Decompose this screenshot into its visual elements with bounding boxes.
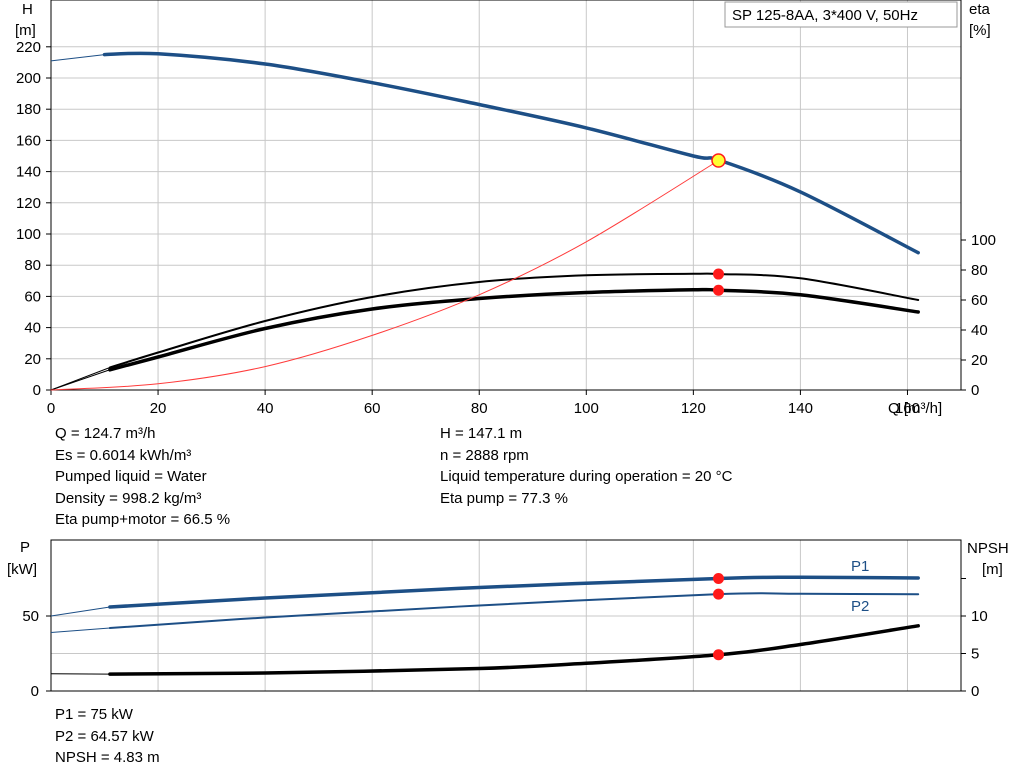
head-curve-extension: [50, 54, 105, 62]
y2-tick-label: 0: [971, 683, 979, 700]
p2-curve-label: P2: [851, 598, 869, 615]
pump-title: SP 125-8AA, 3*400 V, 50Hz: [732, 7, 918, 24]
duty-point-efficiency: [713, 284, 725, 296]
flow-axis-label: Q [m³/h]: [888, 400, 942, 417]
head-axis-unit: [m]: [15, 22, 36, 39]
info-specific-energy: Es = 0.6014 kWh/m³: [55, 446, 192, 464]
head-chart-x-ticks: 0 20 40 60 80 100 120 140 160: [47, 390, 920, 417]
power-info: P1 = 75 kW P2 = 64.57 kW NPSH = 4.83 m: [55, 704, 160, 769]
info-p2: P2 = 64.57 kW: [55, 727, 154, 745]
eta-axis-unit: [%]: [969, 22, 991, 39]
power-chart-series: [50, 575, 920, 676]
head-curve: [102, 51, 920, 255]
p1-curve-extension: [50, 606, 110, 617]
info-density: Density = 998.2 kg/m³: [55, 489, 202, 507]
x-tick-label: 20: [150, 400, 167, 417]
head-chart-duty-points: [711, 153, 726, 296]
head-axis-label: H: [22, 1, 33, 18]
system-curve: [50, 160, 719, 391]
y-tick-label: 180: [16, 101, 41, 118]
info-pumped-liquid: Pumped liquid = Water: [55, 468, 207, 485]
y2-tick-label: 0: [971, 382, 979, 399]
y-tick-label: 0: [31, 683, 39, 700]
npsh-curve: [108, 624, 920, 676]
operating-info-left: Q = 124.7 m³/h Es = 0.6014 kWh/m³ Pumped…: [55, 423, 230, 531]
y2-tick-label: 20: [971, 352, 988, 369]
y-tick-label: 160: [16, 132, 41, 149]
p1-curve-label: P1: [851, 558, 869, 575]
p1-curve: [108, 575, 920, 609]
power-chart-y-ticks: 0 50: [22, 608, 51, 700]
y-tick-label: 100: [16, 226, 41, 243]
y-tick-label: 200: [16, 70, 41, 87]
head-chart-y-ticks: 0 20 40 60 80 100 120 140 160 180 200 220: [16, 39, 51, 399]
info-npsh: NPSH = 4.83 m: [55, 749, 160, 766]
p2-curve-extension: [50, 627, 110, 633]
power-axis-unit: [kW]: [7, 561, 37, 578]
power-chart-y2-ticks: 0 5 10: [961, 578, 988, 700]
x-tick-label: 160: [895, 400, 920, 417]
info-head: H = 147.1 m: [440, 425, 523, 442]
efficiency_total-curve-extension: [50, 369, 111, 391]
x-tick-label: 60: [364, 400, 381, 417]
y-tick-label: 20: [24, 351, 41, 368]
y2-tick-label: 100: [971, 232, 996, 249]
duty-point-power: [713, 588, 725, 600]
eta-axis-label: eta: [969, 1, 991, 18]
y-tick-label: 120: [16, 195, 41, 212]
y-tick-label: 40: [24, 320, 41, 337]
y-tick-label: 140: [16, 164, 41, 181]
y-tick-label: 60: [24, 288, 41, 305]
y2-tick-label: 10: [971, 608, 988, 625]
x-tick-label: 120: [681, 400, 706, 417]
y-tick-label: 50: [22, 608, 39, 625]
y-tick-label: 0: [33, 382, 41, 399]
npsh-axis-unit: [m]: [982, 561, 1003, 578]
head-chart-series: [50, 51, 920, 391]
power-chart-grid: [51, 540, 961, 691]
info-eta-pump: Eta pump = 77.3 %: [440, 489, 568, 507]
power-chart: 0 50 0 5 10 P [kW] NPSH [m] P1 P2: [7, 539, 1009, 700]
y2-tick-label: 40: [971, 322, 988, 339]
head-chart-y2-ticks: 0 20 40 60 80 100: [961, 232, 996, 399]
y2-tick-label: 60: [971, 292, 988, 309]
pump-title-box: [724, 1, 958, 28]
head-chart: 0 20 40 60 80 100 120 140 160 0 20 40 60 80 100 120 140…: [15, 0, 996, 417]
x-tick-label: 0: [47, 400, 55, 417]
info-p1: P1 = 75 kW: [55, 706, 133, 723]
y-tick-label: 80: [24, 257, 41, 274]
head-chart-grid: [51, 0, 961, 390]
duty-point-head: [711, 153, 726, 168]
efficiency_pump-curve: [108, 272, 920, 369]
power-axis-label: P: [20, 539, 30, 556]
info-speed: n = 2888 rpm: [440, 446, 529, 464]
y2-tick-label: 80: [971, 262, 988, 279]
x-tick-label: 40: [257, 400, 274, 417]
info-eta-pump-motor: Eta pump+motor = 66.5 %: [55, 511, 231, 528]
operating-info-right: H = 147.1 m n = 2888 rpm Liquid temperat…: [440, 423, 732, 509]
head-chart-frame: [50, 0, 962, 391]
y2-tick-label: 5: [971, 646, 979, 663]
info-flow: Q = 124.7 m³/h: [55, 425, 156, 442]
duty-point-power: [713, 649, 725, 661]
info-liquid-temperature: Liquid temperature during operation = 20…: [440, 468, 733, 485]
efficiency_total-curve: [108, 287, 920, 372]
y-tick-label: 220: [16, 39, 41, 56]
power-chart-duty-points: [713, 573, 725, 661]
duty-point-power: [713, 573, 725, 584]
x-tick-label: 80: [471, 400, 488, 417]
npsh-axis-label: NPSH: [967, 540, 1009, 557]
x-tick-label: 100: [574, 400, 599, 417]
p2-curve: [108, 592, 920, 629]
duty-point-efficiency: [713, 268, 725, 280]
x-tick-label: 140: [788, 400, 813, 417]
